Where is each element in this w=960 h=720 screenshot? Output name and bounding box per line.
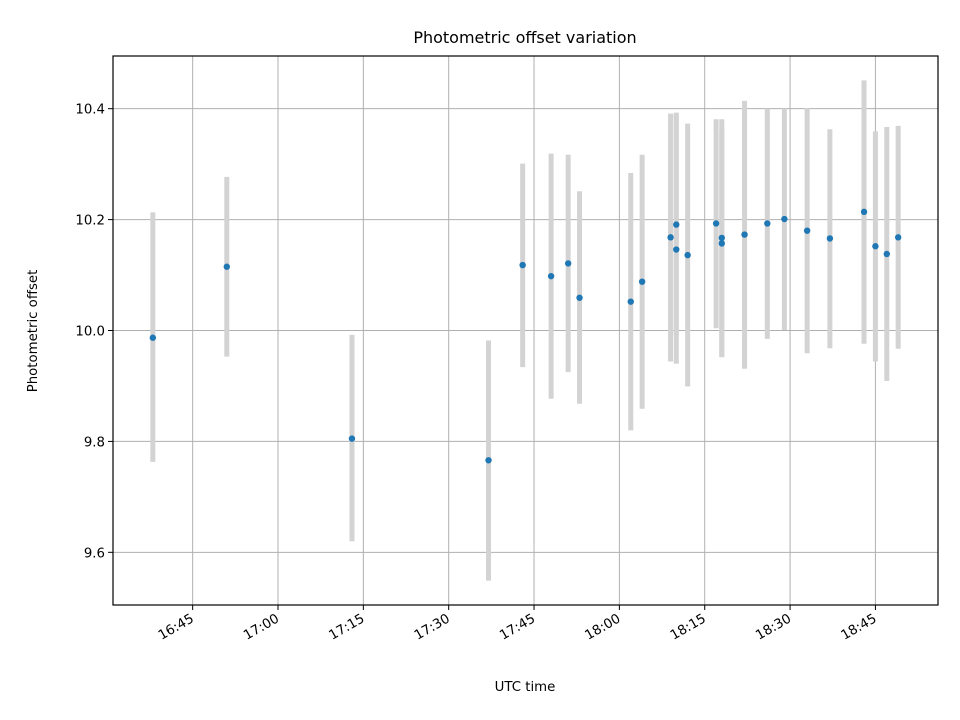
data-point [519, 261, 526, 269]
data-point [764, 220, 771, 227]
data-point [883, 250, 890, 258]
y-tick-label: 10.2 [75, 214, 105, 229]
data-point [564, 260, 572, 267]
data-point [684, 251, 691, 259]
data-point [576, 294, 583, 301]
data-point [667, 234, 674, 241]
x-axis-label: UTC time [495, 680, 556, 695]
y-tick-label: 9.6 [84, 546, 105, 561]
y-tick-label: 10.0 [75, 325, 105, 340]
data-point [860, 208, 868, 216]
y-axis-label: Photometric offset [26, 270, 41, 393]
data-point [741, 231, 748, 238]
data-point [872, 243, 879, 250]
data-point [826, 235, 834, 242]
data-point [673, 221, 680, 228]
data-point [485, 457, 492, 464]
y-tick-label: 10.4 [75, 103, 105, 118]
data-point [627, 298, 634, 305]
data-point [149, 334, 157, 341]
data-point [718, 240, 725, 247]
data-point [223, 263, 230, 270]
data-point [547, 272, 555, 280]
data-point [673, 246, 680, 253]
data-point [638, 278, 646, 285]
data-point [718, 234, 725, 242]
data-point [803, 227, 811, 234]
grid-lines [113, 56, 938, 605]
data-points [149, 208, 902, 464]
data-point [781, 215, 788, 223]
data-point [712, 220, 720, 227]
y-tick-label: 9.8 [84, 435, 105, 450]
chart-title: Photometric offset variation [413, 28, 636, 47]
data-point [348, 435, 356, 442]
data-point [894, 234, 902, 241]
y-axis-ticks: 9.6 9.8 10.0 10.2 10.4 [75, 103, 113, 561]
